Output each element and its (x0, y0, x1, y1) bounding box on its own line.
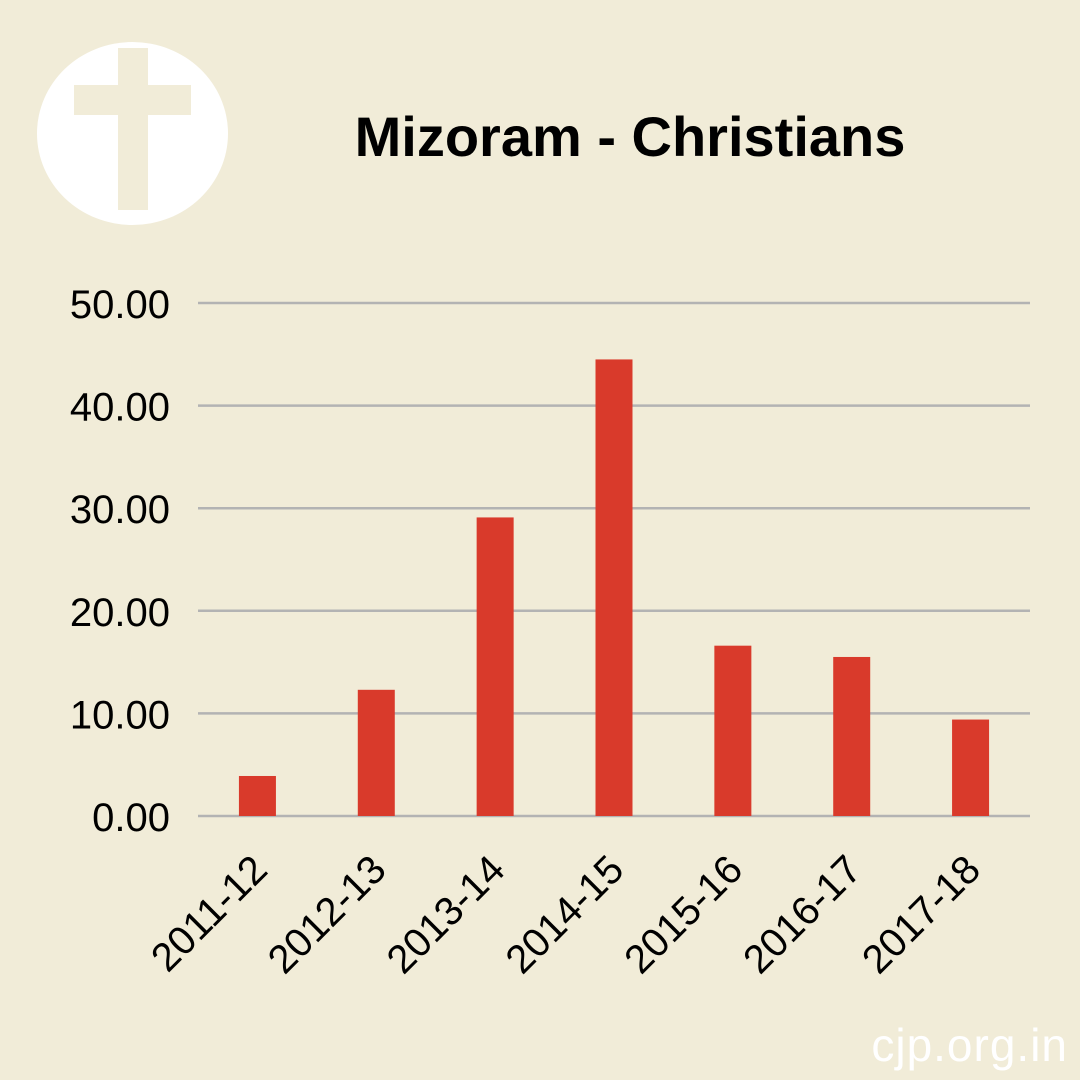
y-tick-label: 10.00 (70, 693, 170, 737)
y-tick-label: 40.00 (70, 386, 170, 430)
y-tick-label: 50.00 (70, 283, 170, 327)
x-axis-ticks: 2011-122012-132013-142014-152015-162016-… (143, 847, 989, 982)
x-tick-label: 2013-14 (379, 847, 514, 982)
bars (238, 359, 990, 816)
x-tick-label: 2015-16 (616, 847, 751, 982)
bar-2015-16 (714, 645, 752, 816)
y-axis-ticks: 0.00 10.00 20.00 30.00 40.00 50.00 (70, 283, 170, 840)
watermark: cjp.org.in (871, 1019, 1068, 1071)
bar-2014-15 (595, 359, 633, 816)
bar-2013-14 (476, 517, 514, 816)
bar-2012-13 (357, 689, 395, 816)
y-tick-label: 20.00 (70, 591, 170, 635)
y-tick-label: 30.00 (70, 488, 170, 532)
y-tick-label: 0.00 (92, 796, 170, 840)
x-tick-label: 2017-18 (854, 847, 989, 982)
bar-2011-12 (238, 775, 276, 816)
x-tick-label: 2014-15 (497, 847, 632, 982)
bar-2016-17 (833, 656, 871, 816)
x-tick-label: 2011-12 (143, 847, 276, 980)
x-tick-label: 2016-17 (735, 847, 870, 982)
chart-title: Mizoram - Christians (354, 105, 906, 168)
bar-2017-18 (952, 719, 990, 816)
cross-icon (37, 42, 228, 225)
x-tick-label: 2012-13 (260, 847, 395, 982)
